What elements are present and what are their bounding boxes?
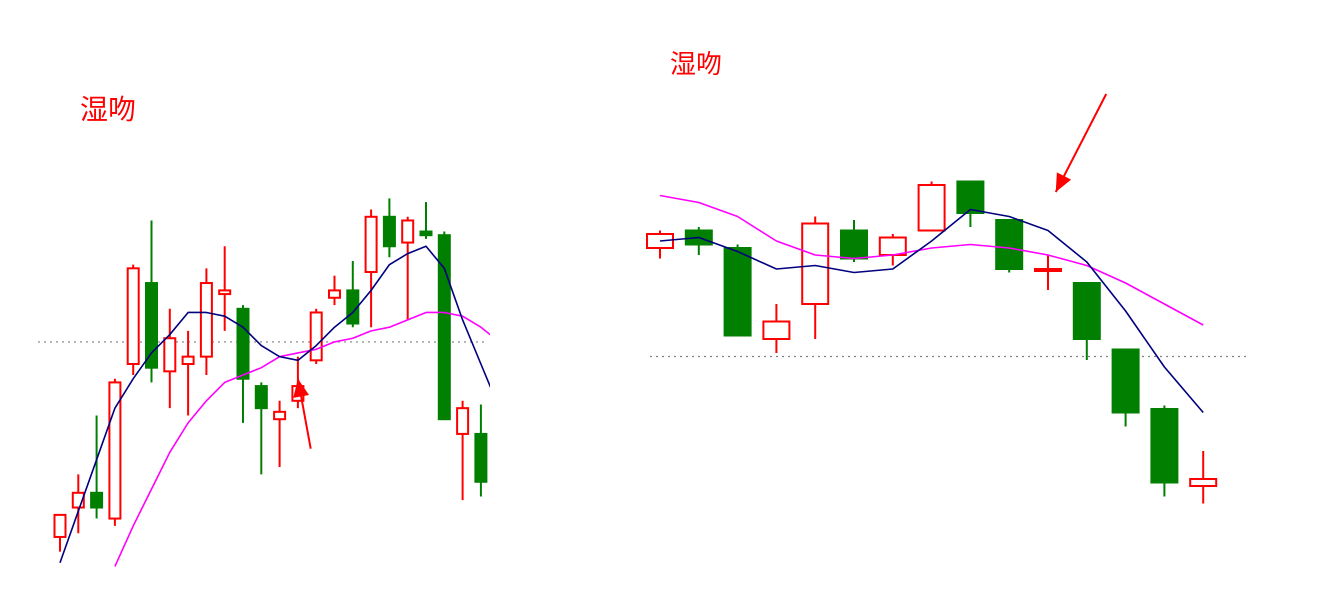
candle-body: [364, 215, 378, 274]
left-chart-panel: 湿吻: [0, 0, 660, 598]
plot-area: [38, 198, 505, 567]
moving-average-fast-line: [59, 245, 490, 563]
candle-body: [181, 355, 195, 366]
candle-body: [163, 337, 177, 373]
candle-body: [801, 222, 830, 305]
candle-body: [456, 407, 470, 435]
candle-body: [762, 320, 791, 340]
candle-body: [254, 385, 268, 410]
candle-body: [199, 282, 213, 358]
candle-body: [273, 410, 287, 421]
plot-area: [646, 180, 1248, 504]
candle-body: [437, 234, 451, 421]
moving-average-slow-line: [114, 311, 490, 567]
right-candlestick-chart: [646, 93, 1248, 504]
candle-body: [236, 307, 250, 380]
candle-body: [90, 491, 104, 509]
candle-body: [494, 489, 505, 504]
candle-body: [71, 491, 85, 509]
candle-body: [878, 236, 907, 256]
candle-body: [840, 229, 868, 260]
candle-body: [1189, 478, 1218, 487]
candle-body: [1034, 268, 1062, 272]
candle-body: [917, 184, 946, 232]
left-candlestick-chart: [38, 198, 505, 567]
chart-title: 湿吻: [670, 50, 723, 80]
candle-body: [309, 311, 323, 362]
candle-body: [956, 180, 985, 214]
candle-body: [218, 289, 232, 296]
candle-body: [145, 282, 158, 369]
candle-body: [723, 247, 752, 337]
candle-body: [1150, 408, 1179, 484]
moving-average-slow-line: [659, 194, 1204, 326]
moving-average-fast-line: [659, 208, 1204, 414]
annotation-arrow-head: [293, 378, 310, 398]
right-chart-panel: 湿吻: [640, 0, 1335, 598]
candle-body: [108, 381, 122, 520]
annotation-arrow-shaft: [1054, 93, 1108, 193]
candle-body: [401, 219, 415, 244]
candle-body: [419, 230, 433, 237]
candle-body: [474, 432, 488, 483]
candle-body: [1111, 348, 1140, 414]
candle-body: [328, 289, 341, 299]
chart-title: 湿吻: [80, 93, 137, 126]
annotation-arrow-head: [1055, 172, 1072, 192]
candle-body: [382, 215, 396, 248]
candle-body: [1072, 282, 1101, 340]
candle-body: [995, 219, 1024, 270]
candle-body: [53, 513, 67, 538]
candle-body: [126, 267, 140, 366]
